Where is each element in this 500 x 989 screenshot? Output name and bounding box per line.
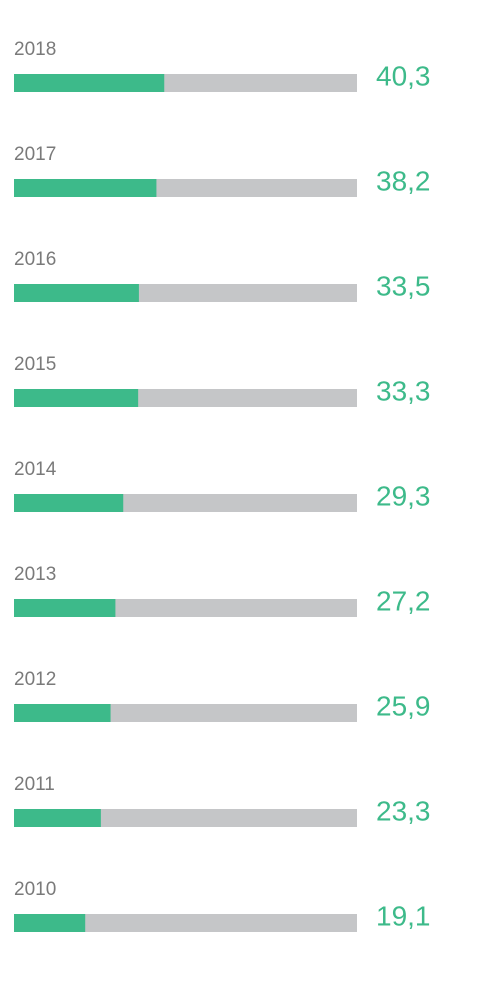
bar bbox=[14, 179, 157, 197]
value-label: 25,9 bbox=[376, 690, 431, 721]
value-label: 19,1 bbox=[376, 900, 431, 931]
year-label: 2013 bbox=[14, 564, 56, 585]
value-label: 40,3 bbox=[376, 60, 431, 91]
value-label: 23,3 bbox=[376, 795, 431, 826]
value-label: 38,2 bbox=[376, 165, 431, 196]
bar bbox=[14, 389, 139, 407]
bar-track bbox=[14, 914, 357, 932]
year-label: 2014 bbox=[14, 459, 57, 480]
year-label: 2016 bbox=[14, 249, 56, 270]
bar bbox=[14, 914, 86, 932]
year-label: 2015 bbox=[14, 354, 56, 375]
year-label: 2017 bbox=[14, 144, 56, 165]
bar bbox=[14, 599, 116, 617]
year-label: 2018 bbox=[14, 39, 56, 60]
value-label: 29,3 bbox=[376, 480, 431, 511]
bar bbox=[14, 704, 111, 722]
value-label: 33,5 bbox=[376, 270, 431, 301]
bar bbox=[14, 494, 124, 512]
value-label: 27,2 bbox=[376, 585, 431, 616]
value-label: 33,3 bbox=[376, 375, 431, 406]
bar bbox=[14, 74, 165, 92]
year-label: 2012 bbox=[14, 669, 56, 690]
year-label: 2010 bbox=[14, 879, 56, 900]
bar bbox=[14, 284, 139, 302]
year-label: 2011 bbox=[14, 774, 55, 795]
bar bbox=[14, 809, 101, 827]
